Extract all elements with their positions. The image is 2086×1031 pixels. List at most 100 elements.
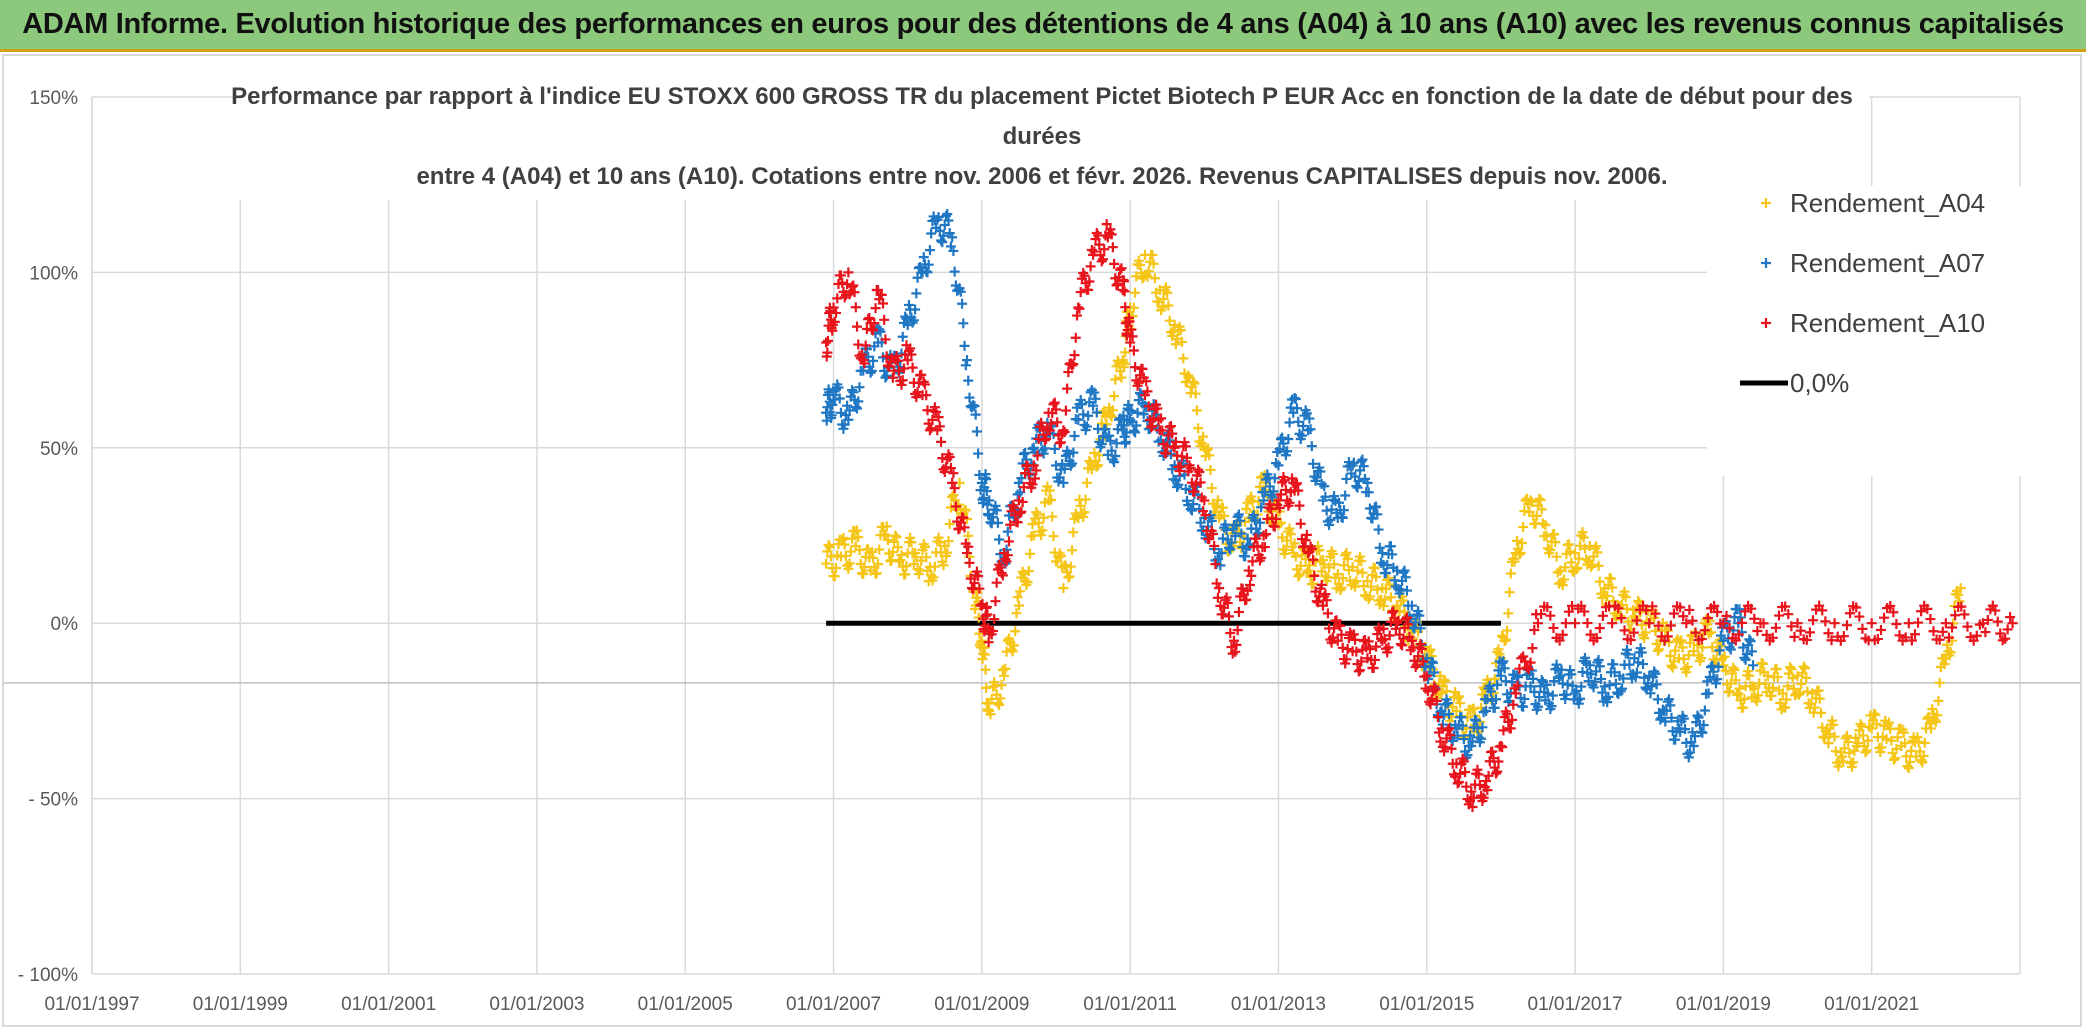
data-point [1149, 273, 1160, 284]
data-point [1306, 543, 1317, 554]
data-point [1046, 494, 1057, 505]
data-point [875, 326, 886, 337]
x-tick-label: 01/01/2001 [341, 994, 436, 1015]
data-point [1342, 643, 1353, 654]
data-point [1398, 595, 1409, 606]
data-point [1316, 579, 1327, 590]
data-point [1547, 690, 1558, 701]
data-point [1607, 618, 1618, 629]
data-point [1651, 679, 1662, 690]
data-point [1219, 511, 1230, 522]
data-point [1048, 399, 1059, 410]
data-point [1621, 644, 1632, 655]
data-point [1630, 672, 1641, 683]
data-point [1906, 745, 1917, 756]
data-point [1567, 680, 1578, 691]
data-point [949, 266, 960, 277]
data-point [1478, 792, 1489, 803]
data-point [898, 363, 909, 374]
data-point [1189, 486, 1200, 497]
data-point [1770, 622, 1781, 633]
data-point [1352, 565, 1363, 576]
data-point [1886, 735, 1897, 746]
data-point [1199, 495, 1210, 506]
data-point [991, 577, 1002, 588]
legend-marker [1761, 258, 1771, 268]
data-point [1916, 606, 1927, 617]
data-point [969, 401, 980, 412]
data-point [1757, 658, 1768, 669]
data-point [1290, 551, 1301, 562]
data-point [1829, 618, 1840, 629]
data-point [1542, 688, 1553, 699]
data-point [1545, 544, 1556, 555]
data-point [948, 490, 959, 501]
data-point [1097, 254, 1108, 265]
data-point [1613, 603, 1624, 614]
data-point [1427, 657, 1438, 668]
data-point [1259, 487, 1270, 498]
data-point [1195, 477, 1206, 488]
data-point [1594, 661, 1605, 672]
data-point [826, 410, 837, 421]
data-point [1301, 529, 1312, 540]
data-point [1579, 606, 1590, 617]
data-point [1795, 687, 1806, 698]
data-point [1341, 473, 1352, 484]
data-point [989, 614, 1000, 625]
data-point [1089, 448, 1100, 459]
data-point [849, 287, 860, 298]
data-point [847, 281, 858, 292]
data-point [1555, 670, 1566, 681]
data-point [942, 547, 953, 558]
data-point [1101, 419, 1112, 430]
data-point [1338, 560, 1349, 571]
x-tick-label: 01/01/2015 [1379, 994, 1474, 1015]
data-point [1662, 631, 1673, 642]
data-point [1589, 676, 1600, 687]
data-point [1207, 529, 1218, 540]
data-point [1270, 513, 1281, 524]
data-point [1242, 585, 1253, 596]
data-point [994, 534, 1005, 545]
y-axis: 150% 100% 50% 0% - 50% - 100% [18, 88, 78, 986]
chart-title-line: Performance par rapport à l'indice EU ST… [231, 83, 1853, 110]
data-point [1453, 776, 1464, 787]
data-point [1068, 447, 1079, 458]
data-point [1499, 635, 1510, 646]
data-point [1678, 611, 1689, 622]
data-point [1511, 535, 1522, 546]
data-point [1240, 551, 1251, 562]
data-point [937, 237, 948, 248]
data-point [1369, 563, 1380, 574]
data-point [1064, 571, 1075, 582]
data-point [1786, 621, 1797, 632]
data-point [1455, 698, 1466, 709]
data-point [1525, 657, 1536, 668]
data-point [1624, 659, 1635, 670]
data-point [1452, 778, 1463, 789]
data-point [1226, 537, 1237, 548]
data-point [1801, 672, 1812, 683]
data-point [1274, 502, 1285, 513]
data-point [1838, 756, 1849, 767]
data-point [1353, 666, 1364, 677]
data-point [1593, 655, 1604, 666]
data-point [1731, 689, 1742, 700]
data-point [1860, 747, 1871, 758]
data-point [1498, 725, 1509, 736]
data-point [1575, 693, 1586, 704]
data-point [1937, 626, 1948, 637]
data-point [831, 563, 842, 574]
data-point [829, 316, 840, 327]
data-point [853, 532, 864, 543]
data-point [1252, 540, 1263, 551]
data-point [886, 555, 897, 566]
data-point [1482, 785, 1493, 796]
data-point [1393, 615, 1404, 626]
data-point [1582, 618, 1593, 629]
data-point [1090, 393, 1101, 404]
data-point [1340, 490, 1351, 501]
data-point [1058, 477, 1069, 488]
data-point [1631, 615, 1642, 626]
